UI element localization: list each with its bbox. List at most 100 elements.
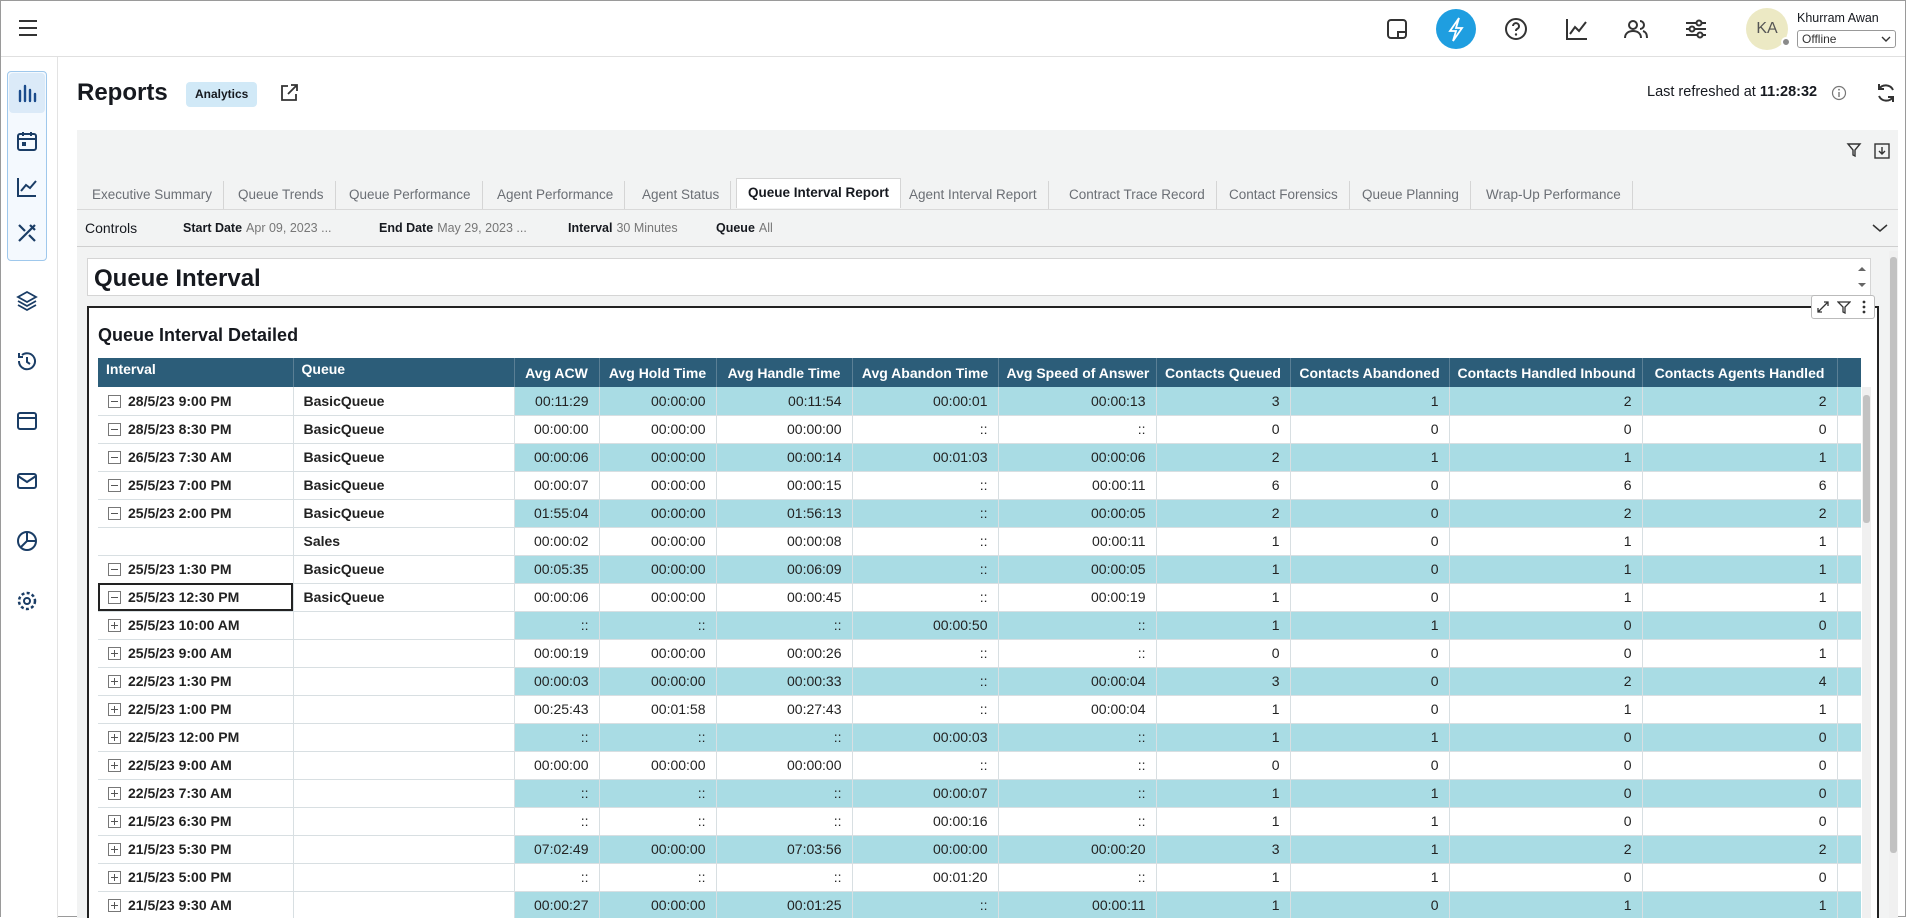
- collapse-toggle[interactable]: [108, 451, 121, 464]
- focus-button[interactable]: [1816, 300, 1830, 314]
- collapse-toggle[interactable]: [108, 479, 121, 492]
- value-cell: 0: [1290, 751, 1449, 779]
- value-cell: [1837, 863, 1861, 891]
- notes-button[interactable]: [1383, 15, 1411, 43]
- tab[interactable]: Wrap-Up Performance: [1475, 181, 1633, 209]
- filter-button[interactable]: [1846, 142, 1862, 158]
- cell-text: 1: [1431, 869, 1439, 885]
- tab[interactable]: Queue Trends: [227, 181, 336, 209]
- control-filter[interactable]: Start DateApr 09, 2023 ...: [183, 221, 332, 235]
- tab[interactable]: Agent Interval Report: [898, 181, 1049, 209]
- column-header[interactable]: Avg Speed of Answer: [998, 358, 1156, 387]
- controls-label: Controls: [85, 220, 137, 236]
- cell-text: 0: [1431, 897, 1439, 913]
- table-scroll-thumb[interactable]: [1863, 395, 1870, 523]
- expand-toggle[interactable]: [108, 899, 121, 912]
- cell-text: 21/5/23 9:30 AM: [128, 897, 232, 913]
- refresh-button[interactable]: [1874, 81, 1898, 105]
- table-row: 26/5/23 7:30 AMBasicQueue00:00:0600:00:0…: [98, 443, 1861, 471]
- trends-nav[interactable]: [15, 175, 39, 199]
- table-row: 22/5/23 1:30 PM00:00:0300:00:0000:00:33:…: [98, 667, 1861, 695]
- tools-nav[interactable]: [15, 221, 39, 245]
- page-scroll-thumb[interactable]: [1890, 257, 1897, 853]
- cell-text: ::: [581, 729, 589, 745]
- value-cell: 00:00:06: [514, 583, 599, 611]
- expand-toggle[interactable]: [108, 871, 121, 884]
- tab[interactable]: Executive Summary: [81, 181, 224, 209]
- collapse-toggle[interactable]: [108, 563, 121, 576]
- mail-nav[interactable]: [15, 469, 39, 493]
- column-header[interactable]: Contacts Abandoned: [1290, 358, 1449, 387]
- column-header[interactable]: Contacts Handled Inbound: [1449, 358, 1642, 387]
- expand-toggle[interactable]: [108, 787, 121, 800]
- help-button[interactable]: [1502, 15, 1530, 43]
- settings-sliders-button[interactable]: [1682, 15, 1710, 43]
- control-filter[interactable]: End DateMay 29, 2023 ...: [379, 221, 527, 235]
- tab[interactable]: Contract Trace Record: [1058, 181, 1217, 209]
- expand-toggle[interactable]: [108, 759, 121, 772]
- column-header[interactable]: Avg Hold Time: [599, 358, 716, 387]
- expand-toggle[interactable]: [108, 815, 121, 828]
- expand-toggle[interactable]: [108, 731, 121, 744]
- expand-toggle[interactable]: [108, 619, 121, 632]
- expand-toggle[interactable]: [108, 843, 121, 856]
- users-button[interactable]: [1622, 15, 1650, 43]
- collapse-toggle[interactable]: [108, 507, 121, 520]
- value-cell: 00:00:33: [716, 667, 852, 695]
- control-filter[interactable]: Interval30 Minutes: [568, 221, 678, 235]
- collapse-toggle[interactable]: [108, 423, 121, 436]
- filter-value: 30 Minutes: [616, 221, 677, 235]
- open-external-button[interactable]: [279, 83, 299, 103]
- tab[interactable]: Queue Performance: [338, 181, 483, 209]
- value-cell: [1837, 415, 1861, 443]
- menu-button[interactable]: [17, 17, 39, 39]
- column-header[interactable]: Avg Abandon Time: [852, 358, 998, 387]
- tab[interactable]: Agent Status: [631, 181, 731, 209]
- value-cell: 00:00:00: [599, 583, 716, 611]
- column-header[interactable]: Queue: [293, 358, 514, 387]
- cell-text: 00:00:33: [787, 673, 842, 689]
- collapse-toggle[interactable]: [108, 395, 121, 408]
- layers-nav[interactable]: [15, 289, 39, 313]
- status-select[interactable]: Offline: [1797, 30, 1896, 48]
- value-cell: 1: [1290, 723, 1449, 751]
- insights-nav[interactable]: [15, 529, 39, 553]
- tab[interactable]: Queue Interval Report: [736, 178, 901, 208]
- info-icon[interactable]: [1831, 85, 1847, 101]
- expand-toggle[interactable]: [108, 647, 121, 660]
- cell-text: 2: [1624, 673, 1632, 689]
- collapse-toggle[interactable]: [108, 591, 121, 604]
- table-row: 28/5/23 8:30 PMBasicQueue00:00:0000:00:0…: [98, 415, 1861, 443]
- control-filter[interactable]: QueueAll: [716, 221, 773, 235]
- tab[interactable]: Contact Forensics: [1218, 181, 1350, 209]
- value-cell: 0: [1449, 611, 1642, 639]
- queue-cell: Sales: [293, 527, 514, 555]
- tab[interactable]: Queue Planning: [1351, 181, 1471, 209]
- value-cell: 00:00:00: [514, 415, 599, 443]
- value-cell: 00:00:11: [998, 891, 1156, 918]
- expand-toggle[interactable]: [108, 703, 121, 716]
- column-header[interactable]: Co: [1837, 358, 1861, 387]
- history-nav[interactable]: [15, 349, 39, 373]
- value-cell: 0: [1642, 807, 1837, 835]
- column-header[interactable]: Contacts Agents Handled: [1642, 358, 1837, 387]
- tab[interactable]: Agent Performance: [486, 181, 625, 209]
- title-scroller[interactable]: [1857, 264, 1867, 290]
- quick-action-button[interactable]: [1436, 9, 1476, 49]
- expand-toggle[interactable]: [108, 675, 121, 688]
- column-header[interactable]: Interval: [98, 358, 293, 387]
- collapse-chevron[interactable]: [1872, 223, 1888, 233]
- calendar-nav[interactable]: [15, 129, 39, 153]
- column-header[interactable]: Avg ACW: [514, 358, 599, 387]
- visual-filter-button[interactable]: [1837, 300, 1851, 314]
- column-header[interactable]: Avg Handle Time: [716, 358, 852, 387]
- window-nav[interactable]: [15, 409, 39, 433]
- column-header[interactable]: Contacts Queued: [1156, 358, 1290, 387]
- cell-text: 00:00:13: [1091, 393, 1146, 409]
- analytics-button[interactable]: [1563, 15, 1591, 43]
- cell-text: 1: [1272, 785, 1280, 801]
- settings-nav[interactable]: [15, 589, 39, 613]
- more-button[interactable]: [1859, 300, 1869, 314]
- export-button[interactable]: [1873, 142, 1891, 160]
- reports-nav[interactable]: [15, 81, 39, 105]
